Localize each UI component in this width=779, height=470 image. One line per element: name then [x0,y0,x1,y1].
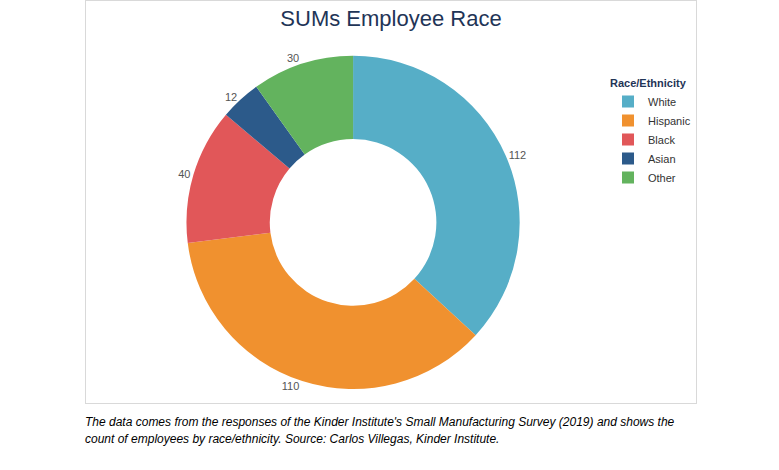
svg-text:30: 30 [287,52,299,64]
svg-text:12: 12 [225,91,237,103]
svg-text:Other: Other [648,172,676,184]
svg-text:White: White [648,96,676,108]
svg-text:112: 112 [509,149,527,161]
svg-text:Race/Ethnicity: Race/Ethnicity [610,77,687,89]
svg-text:Hispanic: Hispanic [648,115,691,127]
svg-text:Asian: Asian [648,153,676,165]
html-text:The data comes from the respon: The data comes from the responses of the… [85,415,675,446]
svg-text:SUMs Employee Race: SUMs Employee Race [280,6,501,31]
svg-text:Black: Black [648,134,675,146]
svg-text:110: 110 [282,380,300,392]
svg-text:40: 40 [178,168,190,180]
